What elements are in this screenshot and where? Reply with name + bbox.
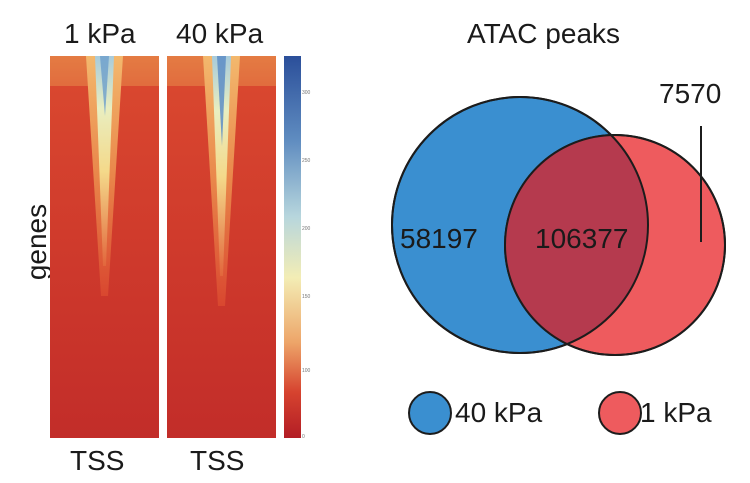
legend-label-1kpa: 1 kPa — [640, 397, 712, 428]
venn-diagram — [391, 96, 726, 356]
heatmap-1kpa-title: 1 kPa — [64, 18, 136, 49]
colorbar-tick: 300 — [302, 90, 311, 96]
only-40kpa-count: 58197 — [400, 223, 478, 254]
tss-label-1kpa: TSS — [70, 445, 125, 476]
heatmap-40kpa — [167, 56, 276, 438]
venn-title: ATAC peaks — [467, 18, 621, 49]
blue-circle-icon — [408, 391, 452, 435]
colorbar-tick: 200 — [302, 226, 311, 232]
colorbar-tick: 100 — [302, 368, 311, 374]
venn-overlap — [505, 135, 648, 353]
colorbar-tick: 0 — [302, 434, 305, 440]
genes-axis-label: genes — [21, 203, 52, 281]
heatmap-colorbar — [284, 56, 301, 438]
overlap-count: 106377 — [535, 223, 629, 254]
legend-label-40kpa: 40 kPa — [455, 397, 543, 428]
heatmap-40kpa-title: 40 kPa — [176, 18, 264, 49]
tss-label-40kpa: TSS — [190, 445, 245, 476]
only-1kpa-count: 7570 — [659, 78, 722, 109]
red-circle-icon — [598, 391, 642, 435]
colorbar-tick: 150 — [302, 294, 311, 300]
colorbar-tick: 250 — [302, 158, 311, 164]
heatmap-1kpa — [50, 56, 159, 438]
